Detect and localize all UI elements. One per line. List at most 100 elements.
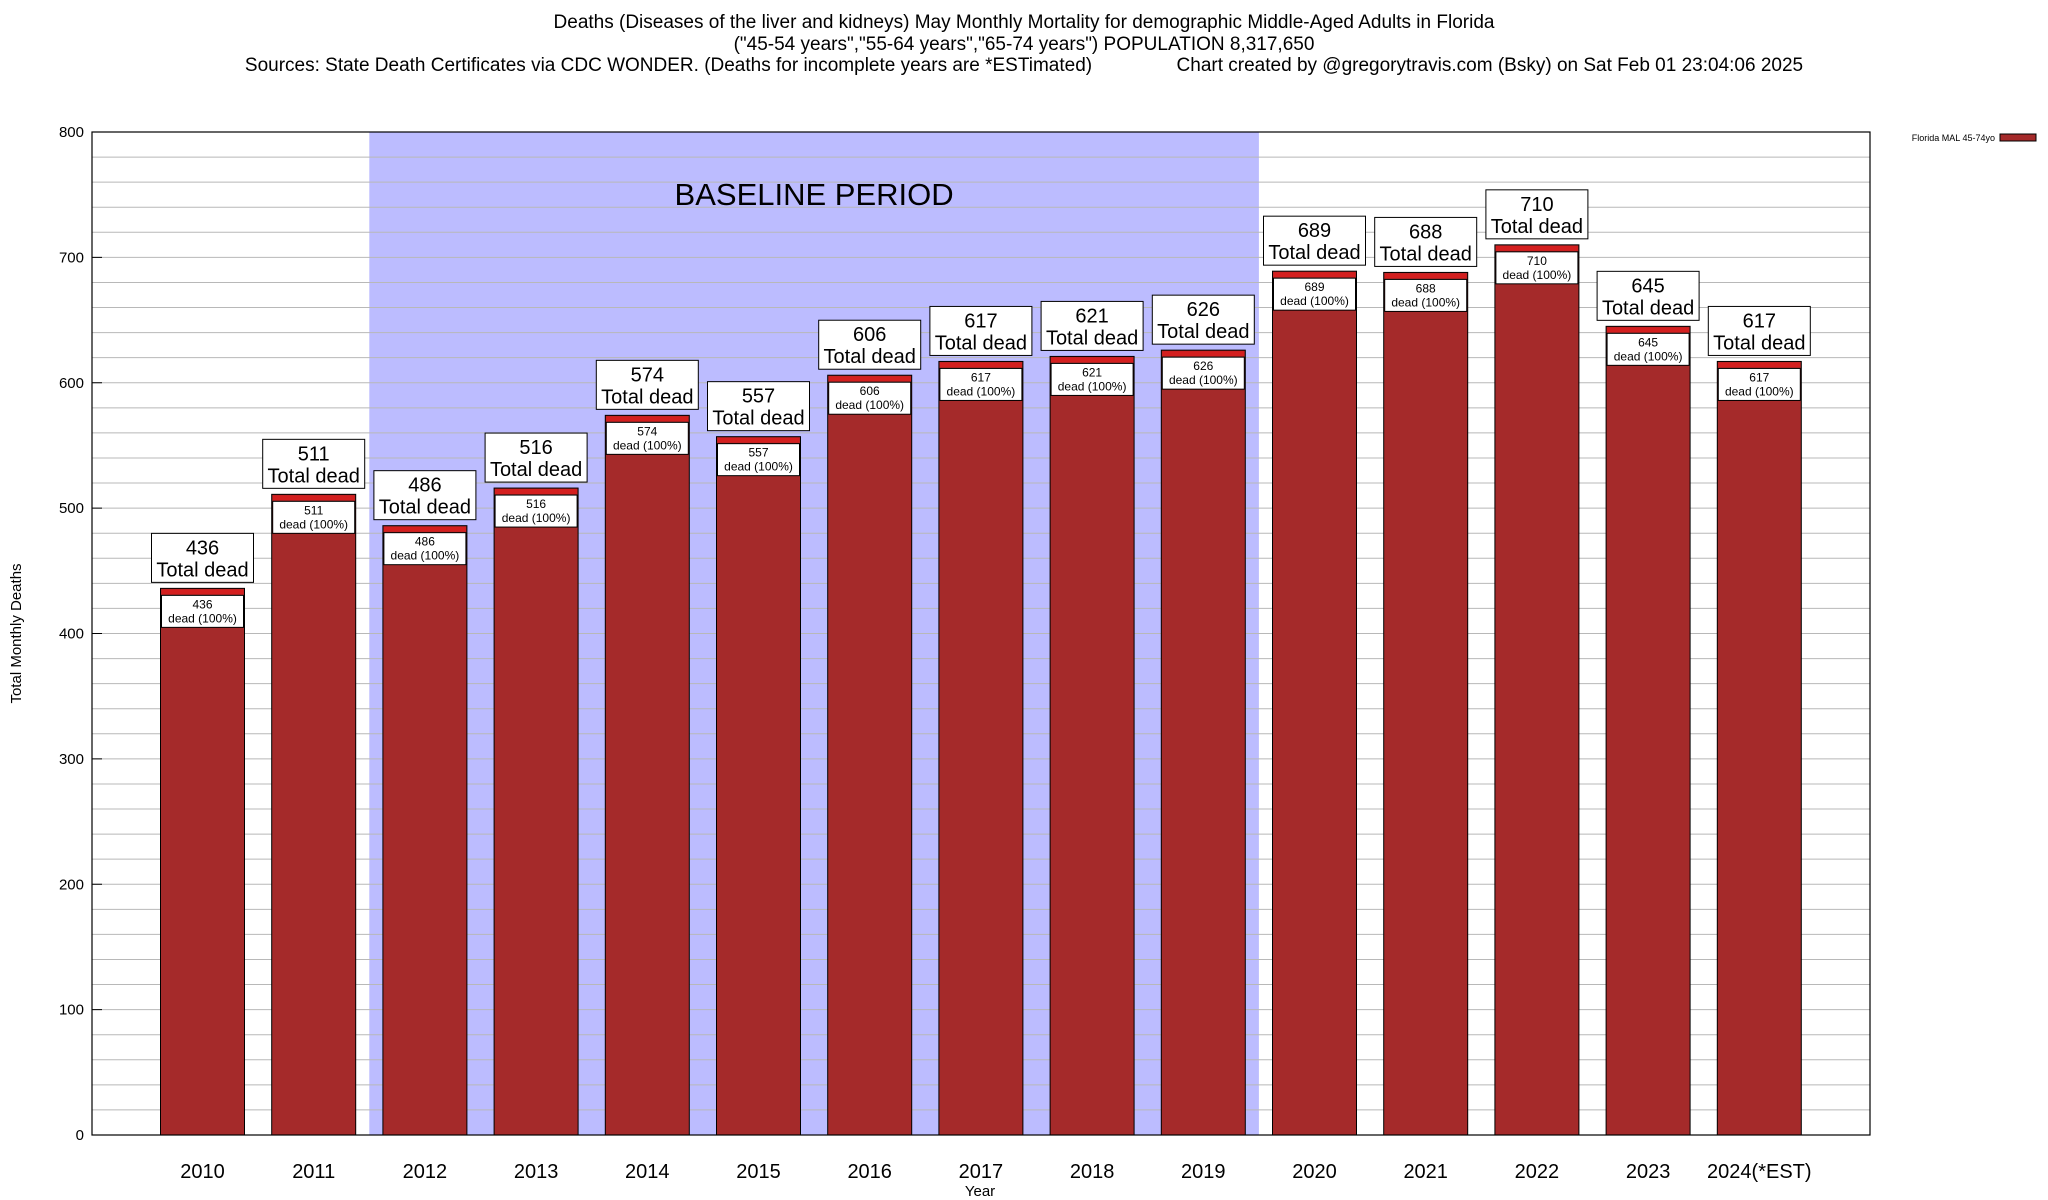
bar-inner-value-label: 689 — [1304, 280, 1324, 294]
bar-total-suffix-label: Total dead — [490, 459, 582, 481]
bar — [604, 414, 690, 1136]
plot-border — [91, 131, 1871, 1136]
bar-top-cap — [1495, 245, 1578, 251]
bar-total-label-box — [595, 359, 699, 410]
bar-total-suffix-label: Total dead — [1046, 327, 1138, 349]
bar-inner-percent-label: dead (100%) — [835, 398, 904, 412]
bar-top-cap — [1162, 351, 1245, 357]
bar-inner-label-box — [1717, 367, 1801, 401]
bar-top-cap — [383, 526, 466, 532]
bar-inner-value-label: 436 — [192, 597, 212, 611]
x-tick-label: 2019 — [1181, 1161, 1226, 1183]
bar-top-cap — [1051, 357, 1134, 363]
bar-total-suffix-label: Total dead — [156, 559, 248, 581]
bar-total-value-label: 436 — [186, 537, 219, 559]
bar-top-cap — [495, 489, 578, 495]
x-tick-label: 2011 — [292, 1161, 335, 1183]
bar-inner-value-label: 511 — [304, 503, 323, 517]
bar-total-label-box — [707, 381, 810, 432]
bar-total-suffix-label: Total dead — [1380, 243, 1472, 265]
bar-total-suffix-label: Total dead — [1491, 216, 1583, 238]
bar-total-label-box — [1151, 294, 1255, 345]
x-tick-label: 2013 — [514, 1161, 559, 1183]
bar-inner-value-label: 516 — [526, 497, 546, 511]
bar-total-label-box — [1485, 189, 1589, 240]
bar-inner-label-box — [1384, 278, 1468, 312]
bar-total-value-label: 621 — [1075, 305, 1108, 327]
bar — [1383, 271, 1469, 1136]
bar-total-value-label: 645 — [1631, 275, 1664, 297]
x-tick-label: 2012 — [403, 1161, 448, 1183]
bar-total-suffix-label: Total dead — [1713, 332, 1805, 354]
chart-subtitle-population: ("45-54 years","55-64 years","65-74 year… — [733, 34, 1315, 55]
bar-total-value-label: 626 — [1187, 299, 1220, 321]
bar-total-label-box — [818, 319, 922, 370]
bar-total-value-label: 574 — [631, 364, 664, 386]
bar-inner-label-box — [1495, 251, 1579, 285]
x-tick-label: 2020 — [1292, 1161, 1337, 1183]
x-tick-label: 2014 — [625, 1161, 670, 1183]
bar — [493, 487, 579, 1136]
bar-total-suffix-label: Total dead — [824, 346, 916, 368]
bar-inner-label-box — [272, 500, 356, 534]
bar-inner-label-box — [161, 594, 244, 628]
y-tick-label: 200 — [59, 876, 84, 893]
x-axis-label: Year — [965, 1183, 995, 1200]
bar-total-label-box — [262, 438, 366, 489]
bar-total-value-label: 557 — [742, 386, 775, 408]
bar-inner-value-label: 688 — [1416, 281, 1436, 295]
bar-total-value-label: 617 — [1743, 310, 1776, 332]
x-tick-label: 2015 — [736, 1161, 781, 1183]
bar-total-value-label: 617 — [964, 310, 997, 332]
bar-total-label-box — [1374, 216, 1478, 267]
bar-inner-percent-label: dead (100%) — [1725, 384, 1794, 398]
bar — [382, 525, 468, 1136]
bar-top-cap — [161, 589, 244, 595]
bar-inner-value-label: 617 — [971, 370, 991, 384]
bar-total-value-label: 516 — [519, 437, 552, 459]
bar-inner-percent-label: dead (100%) — [1169, 373, 1238, 387]
bar-inner-label-box — [494, 494, 578, 528]
bar — [716, 436, 801, 1136]
baseline-period-label: BASELINE PERIOD — [675, 177, 954, 212]
bar-top-cap — [606, 416, 689, 422]
x-tick-label: 2017 — [959, 1161, 1004, 1183]
y-axis-label: Total Monthly Deaths — [8, 563, 25, 703]
y-tick-label: 0 — [76, 1127, 84, 1144]
bar-total-label-box — [1040, 300, 1144, 351]
y-tick-label: 700 — [59, 249, 84, 266]
bar-total-label-box — [484, 432, 588, 483]
x-tick-label: 2010 — [180, 1161, 225, 1183]
bar-top-cap — [939, 362, 1022, 368]
bar-inner-percent-label: dead (100%) — [1503, 268, 1572, 282]
bar — [1049, 355, 1135, 1136]
y-tick-label: 600 — [59, 375, 84, 392]
bar-top-cap — [1718, 362, 1801, 368]
y-tick-label: 400 — [59, 626, 84, 643]
bar-inner-label-box — [939, 367, 1023, 401]
bar-inner-value-label: 626 — [1193, 359, 1213, 373]
bar-total-value-label: 606 — [853, 324, 886, 346]
bar-inner-percent-label: dead (100%) — [1391, 295, 1460, 309]
bar-total-label-box — [151, 532, 254, 583]
bar-inner-value-label: 621 — [1082, 365, 1102, 379]
bar-total-suffix-label: Total dead — [601, 386, 693, 408]
bar-inner-label-box — [383, 532, 467, 566]
x-tick-label: 2024(*EST) — [1707, 1161, 1812, 1183]
bar-total-suffix-label: Total dead — [935, 332, 1027, 354]
bar-inner-label-box — [717, 443, 800, 477]
y-tick-label: 100 — [59, 1002, 84, 1019]
bar-top-cap — [1607, 327, 1690, 333]
bar — [1272, 270, 1357, 1136]
legend-label: Florida MAL 45-74yo — [1912, 133, 1995, 143]
bar-inner-value-label: 557 — [748, 446, 768, 460]
bar-total-value-label: 486 — [408, 475, 441, 497]
bar-inner-value-label: 645 — [1638, 335, 1658, 349]
bar-total-value-label: 689 — [1298, 220, 1331, 242]
y-tick-label: 800 — [59, 124, 84, 141]
bar-top-cap — [1273, 272, 1356, 278]
bar-inner-label-box — [605, 421, 689, 455]
bar-total-suffix-label: Total dead — [1268, 242, 1360, 264]
bar-total-label-box — [1596, 270, 1700, 321]
bar-inner-value-label: 606 — [860, 384, 880, 398]
